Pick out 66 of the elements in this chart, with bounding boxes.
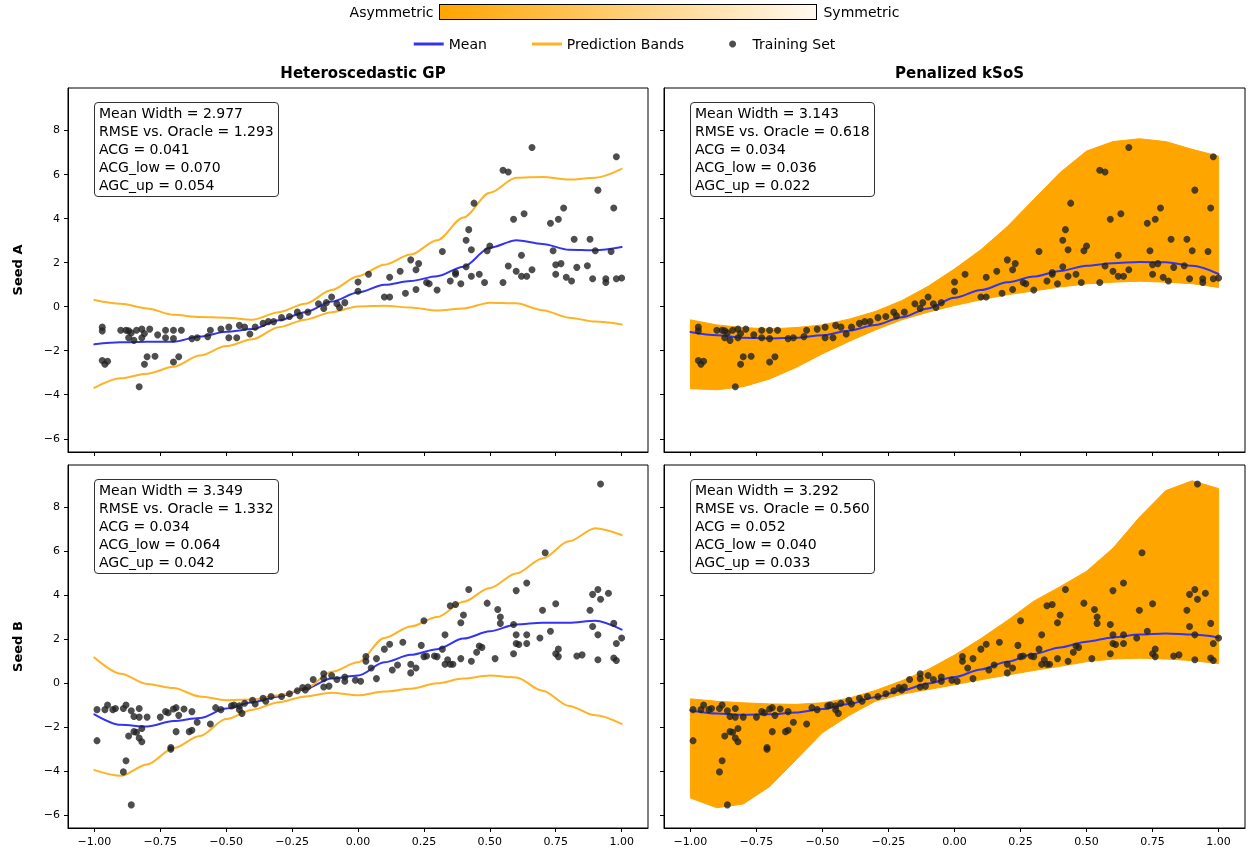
text: Symmetric [823,4,900,20]
line-series [93,239,623,346]
x-tick-label: 0.50 [477,835,503,848]
x-tick-label: −0.50 [209,835,244,848]
annotation: RMSE vs. Oracle = 0.618 [695,122,870,140]
y-axis-title: Seed A [10,244,25,296]
y-tick-label: −6 [43,808,60,822]
x-tick-label: 1.00 [609,835,634,848]
annotation: ACG_low = 0.040 [695,535,818,553]
y-tick-label: −4 [43,388,60,402]
y-tick-label: −4 [43,764,60,778]
annotation: ACG_low = 0.036 [695,158,818,176]
annotation: ACG = 0.034 [695,140,787,158]
x-tick-label: −0.75 [739,835,774,848]
x-tick-label: 0.00 [345,835,371,848]
x-tick-label: 0.25 [1008,835,1033,848]
x-tick-label: 1.00 [1206,835,1231,848]
x-tick-label: 0.25 [411,835,437,848]
x-tick-label: −0.25 [275,835,309,848]
y-tick-label: 2 [53,632,60,646]
x-tick-label: 0.75 [1140,835,1165,848]
y-tick-label: −2 [43,344,60,358]
annotation: RMSE vs. Oracle = 0.560 [695,499,870,517]
x-tick-label: −0.75 [143,835,178,848]
annotation: AGC_up = 0.033 [695,553,812,571]
line-series [93,301,623,389]
y-tick-label: −2 [43,720,60,734]
x-tick-label: −1.00 [673,835,708,848]
annotation: Mean Width = 2.977 [99,104,244,122]
annotation: ACG_low = 0.070 [99,158,222,176]
y-tick-label: 6 [53,544,60,558]
y-tick-label: 0 [53,299,60,313]
annotation: ACG = 0.041 [99,140,191,158]
chart-title: Penalized kSoS [894,63,1025,82]
y-tick-label: 8 [53,500,60,514]
text: Asymmetric [349,4,434,20]
annotation: AGC_up = 0.042 [99,553,216,571]
y-tick-label: 8 [53,123,60,137]
annotation: Mean Width = 3.292 [695,481,840,499]
annotation: RMSE vs. Oracle = 1.332 [99,499,274,517]
line-series [93,674,623,777]
chart-title: Heteroscedastic GP [280,63,446,82]
annotation: AGC_up = 0.054 [99,176,216,194]
annotation: Mean Width = 3.143 [695,104,840,122]
annotation: AGC_up = 0.022 [695,176,812,194]
y-tick-label: 4 [53,588,60,602]
annotation: Mean Width = 3.349 [99,481,244,499]
annotation: ACG = 0.052 [695,517,787,535]
x-tick-label: 0.50 [1074,835,1099,848]
annotation: RMSE vs. Oracle = 1.293 [99,122,274,140]
y-tick-label: 6 [53,167,60,181]
annotation: ACG = 0.034 [99,517,191,535]
x-tick-label: −0.25 [871,835,906,848]
annotation: ACG_low = 0.064 [99,535,222,553]
legend-label: Training Set [751,36,836,52]
legend-label: Prediction Bands [566,36,685,52]
y-tick-label: 2 [53,255,60,269]
y-axis-title: Seed B [10,621,25,672]
x-tick-label: −1.00 [77,835,112,848]
y-tick-label: 4 [53,211,60,225]
y-tick-label: −6 [43,432,60,446]
x-tick-label: −0.50 [805,835,840,848]
y-tick-label: 0 [53,676,60,690]
x-tick-label: 0.75 [543,835,568,848]
legend-label: Mean [448,36,487,52]
x-tick-label: 0.00 [942,835,967,848]
